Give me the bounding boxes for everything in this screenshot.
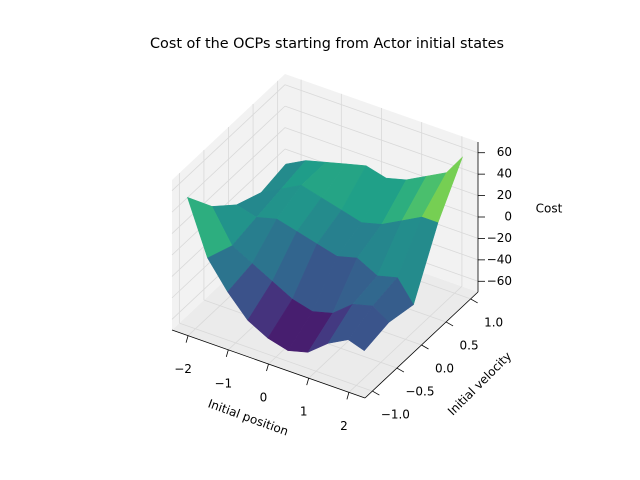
tick-mark <box>396 367 405 373</box>
grid-line <box>284 84 479 154</box>
y-tick-label: 0.0 <box>435 362 454 376</box>
tick-mark <box>225 349 229 357</box>
tick-mark <box>421 344 429 350</box>
tick-mark <box>372 390 380 396</box>
y-tick-label: 1.0 <box>484 315 503 329</box>
grid-line <box>171 105 286 213</box>
z-tick-label: 60 <box>497 145 512 159</box>
z-tick-label: 40 <box>497 167 512 181</box>
x-tick-label: 1 <box>300 405 308 419</box>
z-tick-label: 20 <box>497 188 512 202</box>
z-tick-label: 0 <box>504 210 512 224</box>
y-tick-label: 0.5 <box>460 338 479 352</box>
y-tick-label: −1.0 <box>381 408 410 422</box>
grid-line <box>171 148 286 256</box>
grid-line <box>284 105 479 175</box>
tick-mark <box>445 321 454 327</box>
tick-mark <box>306 378 310 386</box>
tick-mark <box>266 363 269 372</box>
z-tick-label: −40 <box>487 252 512 266</box>
x-tick-label: −2 <box>174 362 192 376</box>
z-axis-label: Cost <box>536 202 563 216</box>
z-tick-label: −60 <box>487 274 512 288</box>
y-tick-label: −0.5 <box>405 385 434 399</box>
grid-line <box>171 84 286 192</box>
surface-face <box>347 305 390 352</box>
x-axis-label: Initial position <box>206 396 290 438</box>
x-tick-label: 0 <box>260 391 268 405</box>
x-tick-label: −1 <box>214 376 232 390</box>
grid-line <box>179 322 373 392</box>
tick-mark <box>346 392 350 400</box>
chart-title: Cost of the OCPs starting from Actor ini… <box>150 36 504 52</box>
tick-mark <box>470 298 478 304</box>
grid-line <box>171 127 286 234</box>
z-tick-label: −20 <box>487 231 512 245</box>
x-tick-label: 2 <box>340 419 348 433</box>
y-axis-label: Initial velocity <box>445 349 514 418</box>
tick-mark <box>185 335 189 343</box>
